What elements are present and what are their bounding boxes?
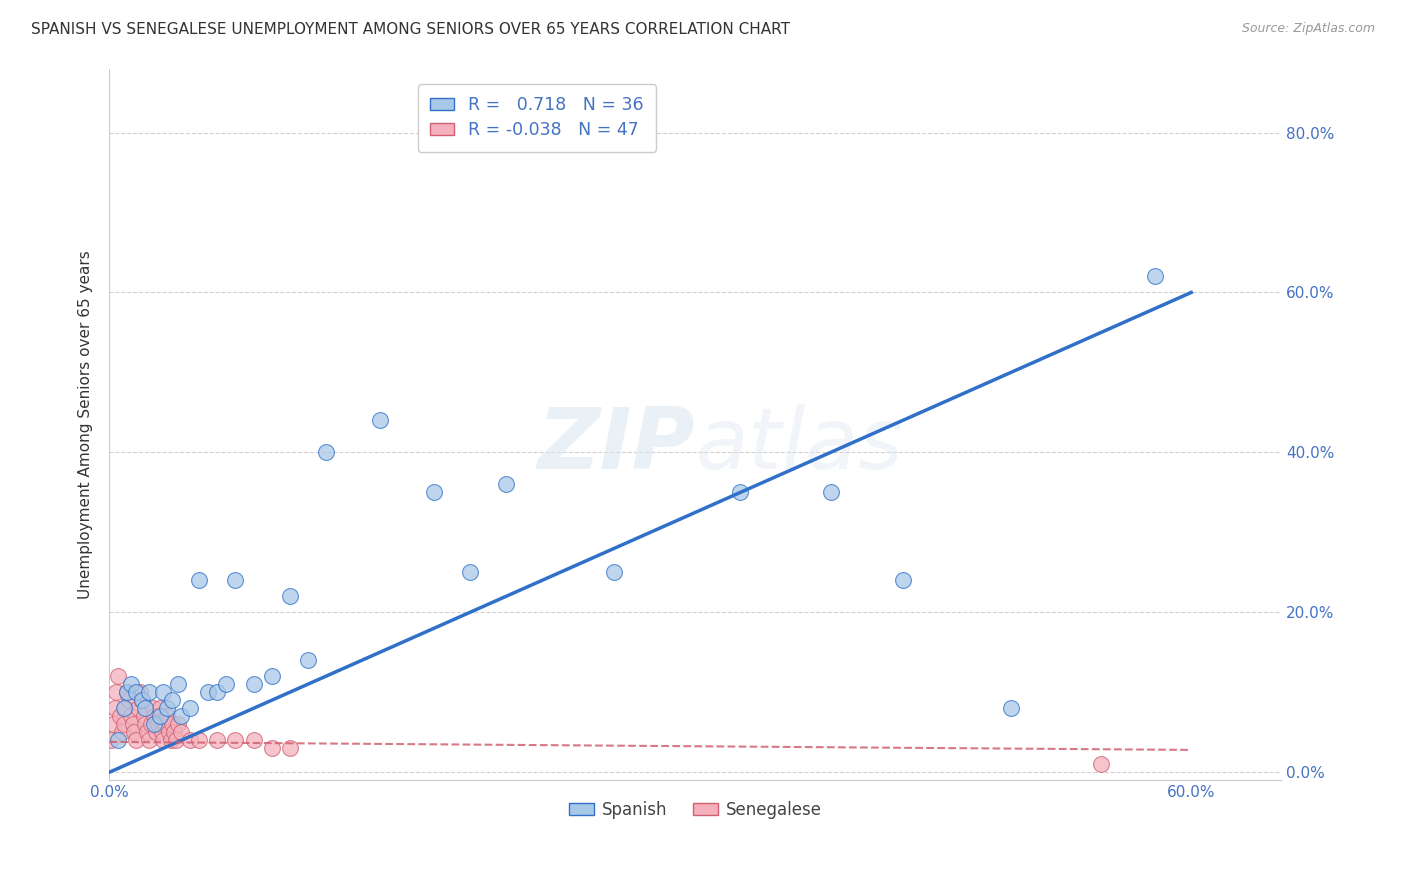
Point: [188, 574, 211, 588]
Point: [159, 733, 181, 747]
Point: [188, 733, 211, 747]
Point: [423, 485, 446, 500]
Point: [260, 741, 283, 756]
Point: [278, 590, 301, 604]
Point: [138, 733, 160, 747]
Y-axis label: Unemployment Among Seniors over 65 years: Unemployment Among Seniors over 65 years: [79, 250, 93, 599]
Point: [117, 685, 139, 699]
Point: [117, 685, 139, 699]
Point: [603, 566, 626, 580]
Point: [315, 445, 337, 459]
Point: [149, 709, 172, 723]
Point: [162, 717, 184, 731]
Point: [156, 701, 179, 715]
Point: [156, 709, 179, 723]
Point: [104, 701, 127, 715]
Point: [105, 685, 128, 699]
Point: [152, 685, 174, 699]
Point: [242, 733, 264, 747]
Point: [1000, 701, 1022, 715]
Point: [125, 685, 148, 699]
Point: [224, 574, 246, 588]
Point: [139, 717, 162, 731]
Point: [111, 725, 134, 739]
Point: [207, 733, 229, 747]
Text: atlas: atlas: [696, 404, 903, 487]
Point: [134, 701, 156, 715]
Point: [1144, 269, 1167, 284]
Point: [1090, 757, 1112, 772]
Point: [495, 477, 517, 491]
Text: SPANISH VS SENEGALESE UNEMPLOYMENT AMONG SENIORS OVER 65 YEARS CORRELATION CHART: SPANISH VS SENEGALESE UNEMPLOYMENT AMONG…: [31, 22, 790, 37]
Point: [127, 701, 149, 715]
Point: [146, 717, 169, 731]
Point: [224, 733, 246, 747]
Point: [125, 733, 148, 747]
Point: [131, 693, 153, 707]
Point: [368, 413, 391, 427]
Point: [197, 685, 219, 699]
Legend: Spanish, Senegalese: Spanish, Senegalese: [562, 794, 828, 825]
Point: [112, 701, 135, 715]
Point: [297, 653, 319, 667]
Point: [149, 701, 172, 715]
Point: [124, 725, 146, 739]
Point: [107, 733, 129, 747]
Point: [730, 485, 752, 500]
Point: [207, 685, 229, 699]
Point: [166, 677, 188, 691]
Point: [107, 669, 129, 683]
Point: [458, 566, 481, 580]
Point: [143, 717, 166, 731]
Point: [143, 709, 166, 723]
Text: Source: ZipAtlas.com: Source: ZipAtlas.com: [1241, 22, 1375, 36]
Point: [157, 725, 180, 739]
Point: [141, 701, 163, 715]
Point: [150, 725, 173, 739]
Point: [165, 733, 187, 747]
Point: [114, 701, 136, 715]
Point: [891, 574, 914, 588]
Point: [820, 485, 842, 500]
Text: ZIP: ZIP: [537, 404, 696, 487]
Point: [138, 685, 160, 699]
Point: [118, 693, 141, 707]
Point: [163, 725, 186, 739]
Point: [260, 669, 283, 683]
Point: [134, 717, 156, 731]
Point: [215, 677, 238, 691]
Point: [136, 725, 159, 739]
Point: [100, 733, 122, 747]
Point: [121, 717, 143, 731]
Point: [152, 733, 174, 747]
Point: [170, 709, 193, 723]
Point: [131, 693, 153, 707]
Point: [166, 717, 188, 731]
Point: [108, 709, 131, 723]
Point: [162, 693, 184, 707]
Point: [242, 677, 264, 691]
Point: [120, 709, 142, 723]
Point: [278, 741, 301, 756]
Point: [132, 709, 155, 723]
Point: [129, 685, 152, 699]
Point: [153, 717, 176, 731]
Point: [112, 717, 135, 731]
Point: [179, 733, 201, 747]
Point: [170, 725, 193, 739]
Point: [101, 717, 124, 731]
Point: [120, 677, 142, 691]
Point: [179, 701, 201, 715]
Point: [145, 725, 167, 739]
